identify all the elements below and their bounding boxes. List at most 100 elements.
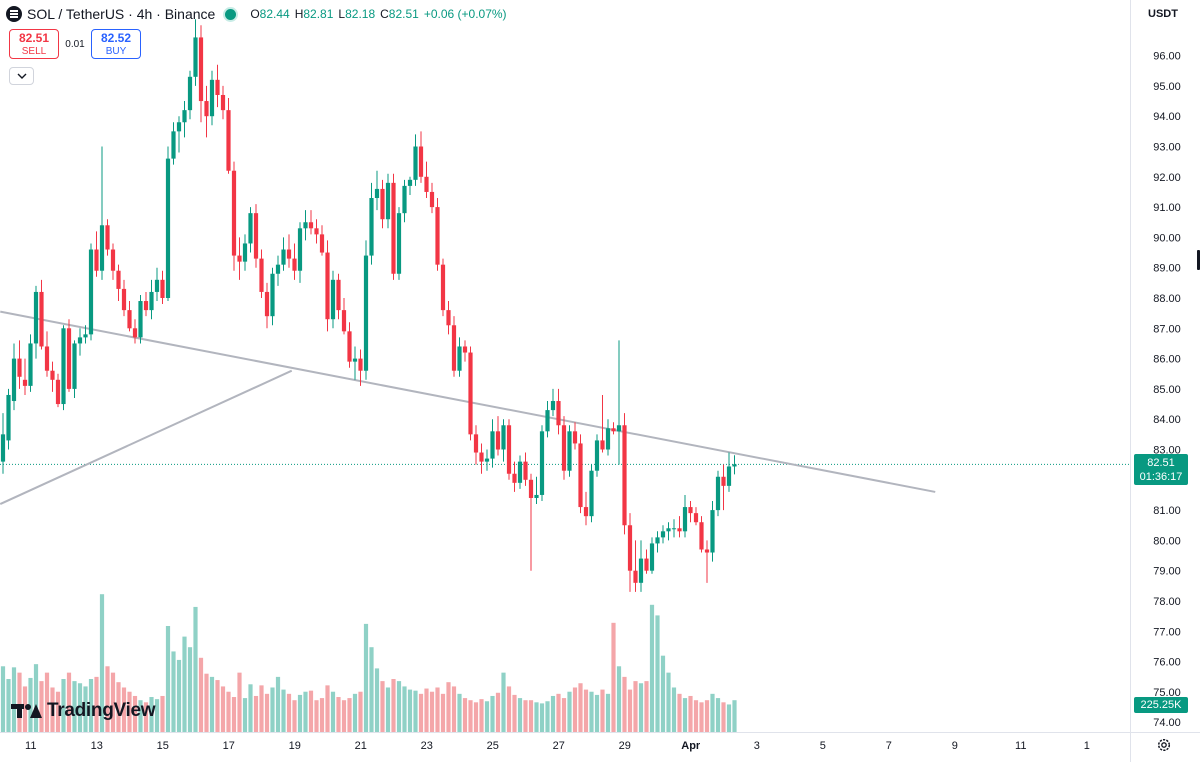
buy-button[interactable]: 82.52 BUY xyxy=(91,29,141,59)
candle-body xyxy=(600,440,605,450)
volume-bar xyxy=(44,672,50,732)
volume-bar xyxy=(160,695,165,732)
candle-body xyxy=(286,249,292,259)
last-price-value: 82.51 xyxy=(1147,457,1175,469)
collapse-legend-button[interactable] xyxy=(9,67,34,85)
price-tick-label: 75.00 xyxy=(1153,687,1181,699)
gear-icon[interactable] xyxy=(1156,737,1172,753)
volume-bar xyxy=(77,683,83,732)
volume-bar xyxy=(385,687,391,732)
volume-bar xyxy=(649,604,655,732)
volume-bar xyxy=(517,698,523,732)
volume-bar xyxy=(143,702,149,732)
volume-bar xyxy=(578,683,583,732)
time-tick-label: 11 xyxy=(1015,740,1026,752)
volume-bar xyxy=(314,700,319,732)
volume-bar xyxy=(352,693,358,732)
candle-body xyxy=(462,346,468,353)
candle-body xyxy=(17,358,22,377)
volume-bar xyxy=(182,636,187,732)
volume-bar xyxy=(363,623,369,732)
candle-body xyxy=(666,528,671,532)
time-tick-label: 13 xyxy=(91,740,103,752)
volume-bar xyxy=(154,699,160,732)
tradingview-logo[interactable]: TradingView xyxy=(11,700,156,722)
candle-body xyxy=(424,176,429,192)
volume-bar xyxy=(6,679,11,732)
candle-body xyxy=(341,310,347,332)
price-tick-label: 88.00 xyxy=(1153,293,1181,305)
volume-bar xyxy=(220,686,226,732)
candle-body xyxy=(572,431,578,444)
volume-bar xyxy=(380,681,385,732)
volume-bar xyxy=(341,700,347,732)
buy-price: 82.52 xyxy=(100,31,132,45)
candle-body xyxy=(204,101,209,117)
price-tick-label: 94.00 xyxy=(1153,111,1181,123)
spread-value: 0.01 xyxy=(65,38,85,50)
time-tick-label: 19 xyxy=(289,740,301,752)
symbol-title[interactable]: SOL / TetherUS · 4h · Binance xyxy=(27,6,216,22)
candle-body xyxy=(314,228,319,235)
bar-countdown: 01:36:17 xyxy=(1139,471,1183,483)
volume-bar xyxy=(622,676,627,732)
volume-bar xyxy=(407,689,413,732)
volume-bar xyxy=(187,647,193,732)
price-tick-label: 83.00 xyxy=(1153,445,1181,457)
volume-bar xyxy=(424,688,429,732)
last-volume-label: 225.25K xyxy=(1134,697,1188,713)
time-tick-label: 23 xyxy=(421,740,433,752)
candle-body xyxy=(726,466,732,486)
symbol-list-icon[interactable] xyxy=(6,6,22,22)
candle-body xyxy=(143,301,149,311)
volume-bar xyxy=(523,700,528,732)
close-key: C xyxy=(380,7,389,21)
candle-body xyxy=(704,549,710,553)
candle-body xyxy=(374,188,380,199)
candle-body xyxy=(649,543,655,571)
candle-body xyxy=(198,37,204,102)
scroll-handle[interactable] xyxy=(1197,250,1200,270)
candle-body xyxy=(363,255,369,371)
volume-bar xyxy=(11,667,17,732)
volume-bar xyxy=(248,684,253,732)
time-tick-label: 15 xyxy=(157,740,169,752)
candle-body xyxy=(380,188,385,220)
candle-body xyxy=(193,37,198,77)
volume-bar xyxy=(61,679,66,732)
price-tick-label: 91.00 xyxy=(1153,202,1181,214)
time-tick-label: Apr xyxy=(681,740,701,752)
candle-body xyxy=(627,525,633,571)
volume-bar xyxy=(440,693,446,732)
volume-bar xyxy=(572,687,578,732)
volume-bar xyxy=(512,694,517,732)
sell-button[interactable]: 82.51 SELL xyxy=(9,29,59,59)
time-tick-label: 29 xyxy=(619,740,631,752)
volume-bar xyxy=(286,693,292,732)
volume-bar xyxy=(616,666,622,732)
volume-bar xyxy=(72,681,77,732)
candle-body xyxy=(589,470,594,517)
candle-body xyxy=(583,507,589,517)
candle-body xyxy=(55,379,61,405)
volume-bar xyxy=(666,672,671,732)
time-tick-label: 11 xyxy=(25,740,36,752)
candle-body xyxy=(473,434,479,453)
currency-selector[interactable]: USDT xyxy=(1148,8,1178,20)
volume-bar xyxy=(682,698,688,732)
candle-body xyxy=(215,79,220,95)
candle-body xyxy=(231,170,237,256)
candle-body xyxy=(226,110,231,171)
volume-bar xyxy=(319,698,325,732)
volume-bar xyxy=(710,693,715,732)
volume-bar xyxy=(435,687,440,732)
candle-body xyxy=(451,325,457,371)
market-open-status-icon xyxy=(225,8,237,20)
open-key: O xyxy=(250,7,260,21)
candle-body xyxy=(259,258,264,292)
close-value: 82.51 xyxy=(388,7,419,21)
candle-body xyxy=(132,328,138,338)
volume-bar xyxy=(253,695,259,732)
candle-body xyxy=(611,428,616,432)
